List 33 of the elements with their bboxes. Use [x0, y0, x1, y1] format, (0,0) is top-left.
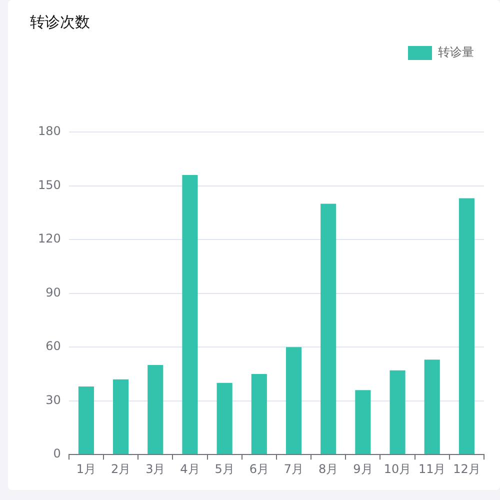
bar [78, 386, 94, 454]
x-tick-label: 1月 [76, 462, 96, 476]
y-tick-label: 180 [38, 124, 61, 138]
y-tick-label: 30 [46, 392, 61, 407]
x-tick-label: 12月 [453, 462, 480, 476]
legend-label: 转诊量 [438, 45, 474, 60]
x-tick-label: 4月 [180, 462, 200, 476]
y-tick-label: 150 [38, 178, 61, 192]
x-tick-label: 8月 [318, 462, 338, 476]
x-tick-label: 9月 [353, 462, 373, 476]
x-tick-label: 11月 [418, 462, 446, 476]
bar [320, 204, 336, 454]
x-tick-label: 5月 [214, 462, 234, 476]
bar [251, 374, 267, 454]
bar [458, 198, 474, 454]
y-tick-label: 120 [38, 232, 61, 246]
bar [424, 360, 440, 454]
x-tick-label: 10月 [384, 462, 412, 476]
bar [148, 364, 164, 454]
bar [182, 175, 198, 454]
bar [286, 347, 302, 454]
chart-title: 转诊次数 [30, 12, 90, 31]
x-tick-label: 2月 [110, 462, 131, 476]
bar [390, 370, 406, 454]
bar [113, 379, 129, 454]
bar [216, 382, 232, 454]
x-tick-label: 6月 [249, 462, 269, 476]
x-tick-label: 3月 [146, 462, 166, 476]
y-tick-label: 60 [46, 339, 61, 354]
y-tick-label: 90 [46, 285, 61, 300]
x-tick-label: 7月 [284, 462, 304, 476]
bar [355, 390, 371, 454]
y-tick-label: 0 [53, 446, 61, 461]
